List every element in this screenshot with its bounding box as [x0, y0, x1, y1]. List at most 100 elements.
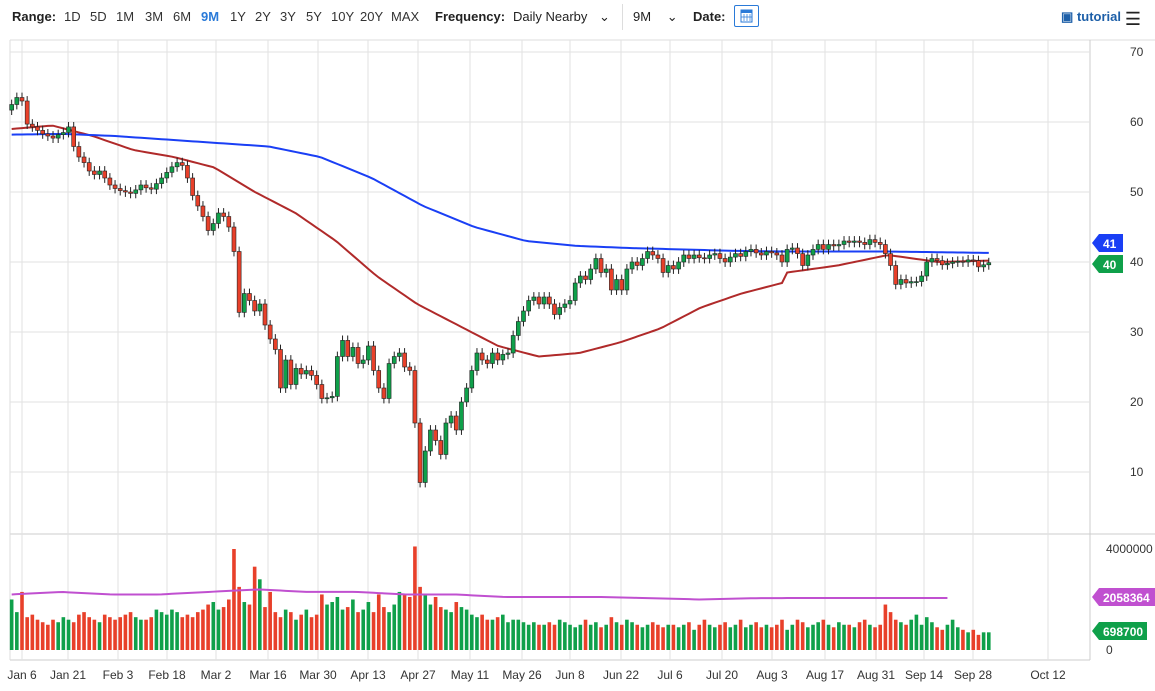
frequency-dropdown[interactable]: Daily Nearby ⌄ — [513, 9, 610, 25]
x-tick-label: Sep 28 — [954, 668, 992, 682]
volume-bar — [376, 594, 381, 650]
volume-bar — [278, 617, 283, 650]
volume-bar — [268, 591, 272, 650]
menu-icon[interactable]: ☰ — [1124, 9, 1141, 29]
candle-body — [779, 254, 785, 263]
candle-body — [733, 253, 738, 258]
volume-bar — [397, 591, 402, 650]
candle-body — [614, 279, 619, 291]
range-3y[interactable]: 3Y — [280, 9, 296, 24]
candle-body — [836, 244, 842, 247]
calendar-button[interactable] — [734, 5, 759, 27]
volume-bar — [108, 617, 112, 650]
volume-bar — [413, 546, 417, 650]
candle-body — [702, 257, 707, 260]
candle-body — [231, 226, 237, 252]
range-6m[interactable]: 6M — [173, 9, 192, 24]
volume-bar — [516, 619, 521, 650]
candle-body — [469, 370, 475, 389]
candle-body — [453, 415, 459, 431]
candle-body — [200, 205, 206, 217]
volume-bar — [392, 604, 397, 650]
candle-body — [681, 254, 687, 263]
y-tick-label: 40 — [1130, 255, 1144, 269]
range-2y[interactable]: 2Y — [255, 9, 271, 24]
range-5d[interactable]: 5D — [90, 9, 107, 24]
candle-body — [727, 256, 733, 263]
range-1m[interactable]: 1M — [116, 9, 135, 24]
candle-body — [366, 345, 371, 361]
candle-body — [164, 172, 170, 179]
volume-bar — [588, 624, 593, 650]
candle-body — [40, 130, 45, 135]
candle-body — [650, 251, 656, 256]
period-dropdown[interactable]: 9M ⌄ — [633, 9, 678, 25]
candle-body — [764, 251, 769, 256]
candle-body — [205, 216, 211, 231]
volume-bar — [340, 609, 345, 650]
volume-bar — [806, 627, 810, 650]
candle-body — [459, 401, 464, 431]
volume-bar — [35, 619, 40, 650]
y-tick-label: 20 — [1130, 395, 1144, 409]
x-tick-label: May 11 — [451, 668, 490, 682]
candle-body — [629, 261, 635, 270]
candle-body — [790, 247, 795, 250]
candle-body — [846, 240, 852, 243]
volume-bar — [185, 614, 190, 650]
candle-body — [510, 335, 516, 354]
range-1y[interactable]: 1Y — [230, 9, 246, 24]
candle-body — [857, 240, 862, 243]
candle-body — [898, 279, 904, 285]
volume-bar — [252, 566, 257, 650]
volume-bar — [485, 619, 490, 650]
range-5y[interactable]: 5Y — [306, 9, 322, 24]
volume-bar — [666, 624, 671, 650]
range-9m[interactable]: 9M — [201, 9, 220, 24]
range-1d[interactable]: 1D — [64, 9, 81, 24]
candle-body — [717, 253, 723, 259]
candle-body — [934, 258, 940, 261]
ma-long-tag-bg — [1092, 234, 1123, 252]
x-tick-label: Feb 18 — [148, 668, 186, 682]
volume-bar — [92, 619, 97, 650]
tutorial-link[interactable]: ▣ tutorial — [1061, 9, 1121, 25]
x-tick-label: May 26 — [502, 668, 542, 682]
volume-bar — [66, 619, 71, 650]
volume-bar — [149, 617, 154, 650]
candle-body — [407, 366, 413, 371]
candle-body — [908, 281, 914, 284]
volume-bar — [563, 622, 567, 650]
volume-bar — [625, 619, 629, 650]
volume-bar — [842, 624, 846, 650]
candle-body — [30, 123, 35, 128]
volume-bar — [599, 627, 603, 650]
volume-bar — [201, 609, 205, 650]
candle-body — [376, 370, 382, 389]
candle-body — [143, 184, 149, 189]
volume-bar — [30, 614, 35, 650]
candle-body — [841, 240, 847, 245]
range-3m[interactable]: 3M — [145, 9, 164, 24]
volume-bar — [449, 612, 453, 650]
volume-bar — [800, 622, 805, 650]
range-max[interactable]: MAX — [391, 9, 420, 24]
volume-bar — [480, 614, 484, 650]
volume-bar — [77, 614, 81, 650]
candle-body — [464, 387, 469, 403]
volume-bar — [702, 619, 707, 650]
volume-bar — [619, 624, 624, 650]
volume-bar — [345, 607, 350, 650]
volume-bar — [723, 622, 727, 650]
candle-body — [14, 97, 20, 105]
candle-body — [562, 303, 568, 308]
candle-body — [107, 177, 113, 186]
range-20y[interactable]: 20Y — [360, 9, 384, 24]
candle-body — [319, 384, 325, 399]
candle-body — [955, 260, 961, 263]
range-10y[interactable]: 10Y — [331, 9, 355, 24]
x-tick-label: Mar 16 — [249, 668, 287, 682]
x-tick-label: Aug 3 — [756, 668, 788, 682]
chevron-down-icon: ⌄ — [666, 9, 678, 24]
